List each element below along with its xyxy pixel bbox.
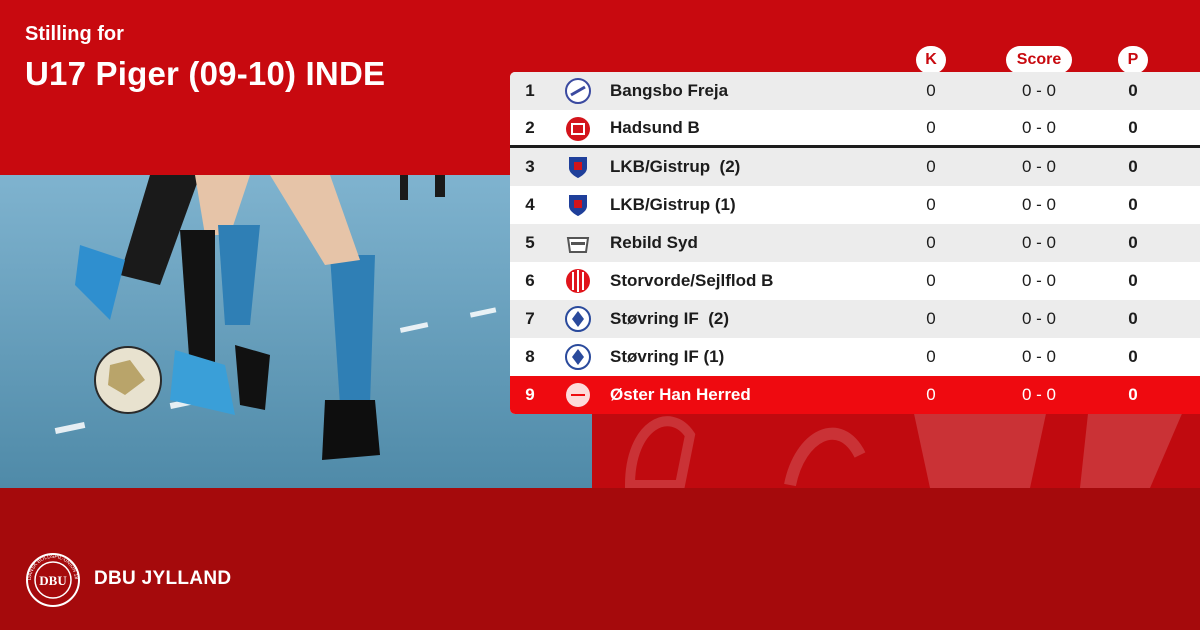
table-row[interactable]: 1 Bangsbo Freja 0 0 - 0 0 <box>510 72 1200 110</box>
points: 0 <box>1128 157 1138 176</box>
table-row[interactable]: 8 Støvring IF (1) 0 0 - 0 0 <box>510 338 1200 376</box>
goal-score: 0 - 0 <box>1021 385 1057 404</box>
team-name: Øster Han Herred <box>610 385 751 404</box>
goal-score: 0 - 0 <box>1021 117 1057 137</box>
points: 0 <box>1128 195 1138 214</box>
background-watermark-graphic <box>624 395 1190 488</box>
matches-played: 0 <box>926 233 936 252</box>
table-row[interactable]: 5 Rebild Syd 0 0 - 0 0 <box>510 224 1200 262</box>
row-position: 9 <box>525 385 535 404</box>
matches-played: 0 <box>926 385 936 404</box>
row-position: 1 <box>525 81 535 100</box>
row-position: 2 <box>525 117 535 137</box>
table-row[interactable]: 7 Støvring IF (2) 0 0 - 0 0 <box>510 300 1200 338</box>
standings-subtitle: Stilling for <box>25 23 124 45</box>
row-position: 4 <box>525 195 535 214</box>
row-position: 8 <box>525 347 535 366</box>
footer-band <box>0 488 1200 630</box>
standings-table: 1 Bangsbo Freja 0 0 - 0 0 2 Hadsund B 0 … <box>510 72 1200 414</box>
matches-played: 0 <box>926 81 936 100</box>
goal-score: 0 - 0 <box>1021 81 1057 100</box>
points: 0 <box>1128 385 1138 404</box>
team-name: Støvring IF (2) <box>610 309 729 328</box>
team-name: LKB/Gistrup (2) <box>610 157 741 176</box>
row-position: 3 <box>525 157 535 176</box>
table-row-highlighted[interactable]: 9 Øster Han Herred 0 0 - 0 0 <box>510 376 1200 414</box>
club-crest-icon <box>566 269 590 293</box>
dbu-logo-icon: DBU DANSK BOLDSPIL-UNION 1889 <box>25 552 80 607</box>
goal-score: 0 - 0 <box>1021 157 1057 176</box>
club-crest-icon <box>565 78 591 104</box>
row-position: 6 <box>525 271 535 290</box>
goal-score: 0 - 0 <box>1021 271 1057 290</box>
club-crest-icon <box>565 306 591 332</box>
club-crest-icon <box>569 195 587 216</box>
column-header-score[interactable]: Score <box>1006 46 1072 74</box>
table-row[interactable]: 6 Storvorde/Sejlflod B 0 0 - 0 0 <box>510 262 1200 300</box>
club-crest-icon <box>565 344 591 370</box>
club-crest-icon <box>566 383 590 407</box>
matches-played: 0 <box>926 195 936 214</box>
table-row[interactable]: 2 Hadsund B 0 0 - 0 0 <box>510 110 1200 148</box>
club-crest-icon <box>569 157 587 178</box>
club-crest-icon <box>566 117 590 141</box>
matches-played: 0 <box>926 347 936 366</box>
matches-played: 0 <box>926 157 936 176</box>
points: 0 <box>1128 309 1138 328</box>
club-crest-icon <box>566 237 590 253</box>
futsal-photo <box>0 175 592 488</box>
team-name: Storvorde/Sejlflod B <box>610 271 774 290</box>
team-name: Hadsund B <box>610 117 700 137</box>
team-name: Rebild Syd <box>610 233 698 252</box>
goal-score: 0 - 0 <box>1021 347 1057 366</box>
logo-text: DBU <box>39 573 67 588</box>
row-position: 5 <box>525 233 535 252</box>
goal-score: 0 - 0 <box>1021 309 1057 328</box>
page-title: U17 Piger (09-10) INDE <box>25 55 386 92</box>
team-name: LKB/Gistrup (1) <box>610 195 736 214</box>
points: 0 <box>1128 347 1138 366</box>
points: 0 <box>1128 117 1138 137</box>
matches-played: 0 <box>926 271 936 290</box>
column-header-p[interactable]: P <box>1118 46 1148 74</box>
points: 0 <box>1128 233 1138 252</box>
points: 0 <box>1128 271 1138 290</box>
brand-name: DBU JYLLAND <box>94 568 232 589</box>
matches-played: 0 <box>926 309 936 328</box>
team-name: Bangsbo Freja <box>610 81 729 100</box>
row-position: 7 <box>525 309 535 328</box>
column-header-k[interactable]: K <box>916 46 946 74</box>
goal-score: 0 - 0 <box>1021 195 1057 214</box>
matches-played: 0 <box>926 117 936 137</box>
team-name: Støvring IF (1) <box>610 347 725 366</box>
points: 0 <box>1128 81 1138 100</box>
table-row[interactable]: 3 LKB/Gistrup (2) 0 0 - 0 0 <box>510 148 1200 186</box>
goal-score: 0 - 0 <box>1021 233 1057 252</box>
table-row[interactable]: 4 LKB/Gistrup (1) 0 0 - 0 0 <box>510 186 1200 224</box>
